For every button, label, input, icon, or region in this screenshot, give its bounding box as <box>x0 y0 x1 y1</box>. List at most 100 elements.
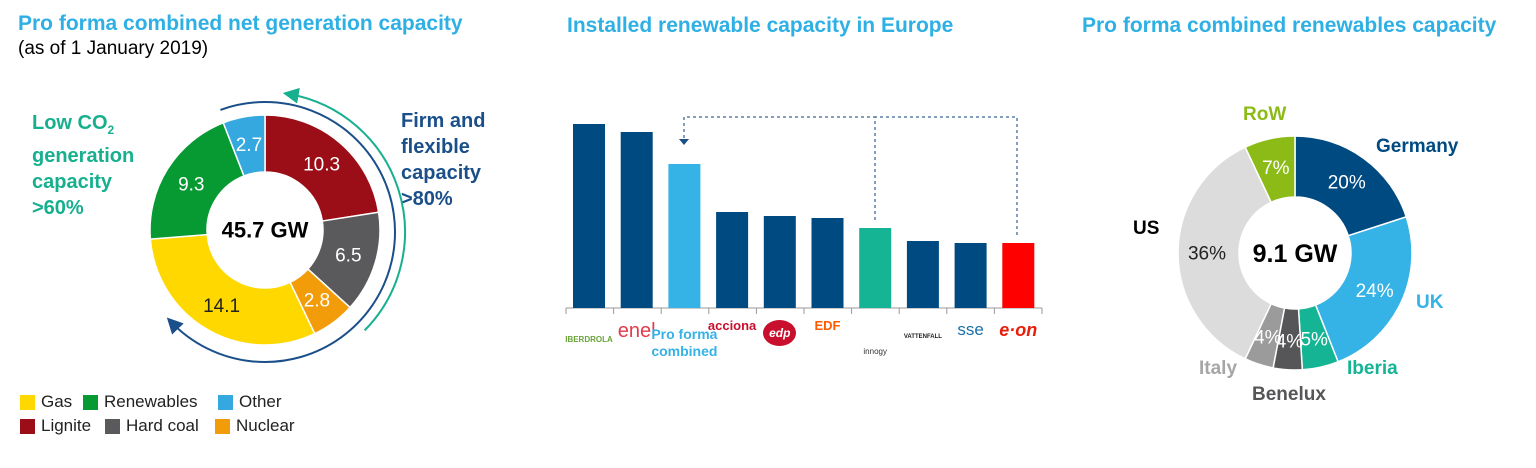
low-co2-line1: Low CO <box>32 112 108 134</box>
bar-sse <box>954 243 987 308</box>
slice-lignite <box>264 114 380 222</box>
renewable-bar-chart <box>565 116 1043 314</box>
firm-line4: >80% <box>401 188 453 210</box>
legend-item-nuclear: Nuclear <box>215 416 295 436</box>
bar-innogy <box>859 228 892 308</box>
slice-value-label: 2.8 <box>304 290 330 311</box>
company-name: sse <box>957 320 984 339</box>
bar-edp <box>763 216 796 308</box>
region-label-row: RoW <box>1243 104 1287 125</box>
slice-value-label: 20% <box>1328 172 1366 193</box>
low-co2-annotation: Low CO2 generation capacity >60% <box>32 110 134 221</box>
company-name: Pro forma combined <box>651 326 718 359</box>
legend-item-hard-coal: Hard coal <box>105 416 199 436</box>
region-label-germany: Germany <box>1376 136 1459 157</box>
bar-acciona <box>716 212 749 308</box>
middle-title: Installed renewable capacity in Europe <box>567 14 954 37</box>
capacity-arrows <box>166 87 406 363</box>
slice-gas <box>149 233 316 346</box>
capacity-arc-arrow <box>282 87 406 332</box>
slice-row <box>1244 135 1296 204</box>
slice-germany <box>1294 135 1408 237</box>
left-title: Pro forma combined net generation capaci… <box>18 12 463 35</box>
low-co2-line4: >60% <box>32 197 84 219</box>
renewables-donut: 20%24%5%4%4%36%7%9.1 GW <box>1177 135 1413 371</box>
slice-value-label: 5% <box>1300 330 1328 351</box>
legend-item-renewables: Renewables <box>83 392 198 412</box>
slice-value-label: 4% <box>1276 331 1304 352</box>
company-name: edp <box>763 320 797 346</box>
slice-value-label: 6.5 <box>335 246 361 267</box>
legend-label: Nuclear <box>236 416 295 435</box>
donut-center-label: 45.7 GW <box>222 218 309 243</box>
slice-uk <box>1314 215 1413 363</box>
generation-donut: 10.3 6.5 2.8 14.1 9.3 2.7 45.7 GW <box>149 114 381 346</box>
firm-line1: Firm and <box>401 110 486 132</box>
legend-item-lignite: Lignite <box>20 416 91 436</box>
company-name: enel <box>617 320 656 342</box>
right-title: Pro forma combined renewables capacity <box>1082 14 1497 37</box>
company-label-e-on: e·on <box>992 320 1044 341</box>
slice-value-label: 10.3 <box>303 155 340 176</box>
company-name: VATTENFALL <box>903 334 942 340</box>
legend-swatch <box>218 394 233 410</box>
company-label-edp: edp <box>754 320 806 346</box>
legend-label: Lignite <box>41 416 92 435</box>
company-name: innogy <box>863 347 887 356</box>
slice-value-label: 4% <box>1254 327 1282 348</box>
region-label-us: US <box>1133 218 1160 239</box>
bar-vattenfall <box>906 241 939 308</box>
firm-line3: capacity <box>401 162 482 184</box>
dashed-connector-innogy <box>683 116 876 220</box>
legend-label: Other <box>239 392 282 411</box>
low-co2-line2: generation <box>32 145 135 167</box>
bar-iberdrola <box>573 124 605 308</box>
low-co2-line3: capacity <box>32 171 113 193</box>
firm-line2: flexible <box>401 136 470 158</box>
slice-renewables <box>149 121 245 240</box>
legend-label: Gas <box>41 392 73 411</box>
legend-swatch <box>215 418 230 434</box>
slice-value-label: 24% <box>1356 281 1394 302</box>
legend-swatch <box>83 394 98 410</box>
region-label-iberia: Iberia <box>1347 358 1398 379</box>
legend-item-gas: Gas <box>20 392 72 412</box>
capacity-arc-arrow <box>166 101 396 363</box>
legend-swatch <box>20 394 35 410</box>
company-name: acciona <box>707 318 757 333</box>
company-label-vattenfall: VATTENFALL <box>897 326 949 341</box>
legend-label: Renewables <box>104 392 198 411</box>
slice-value-label: 9.3 <box>178 174 204 195</box>
company-name: EDF <box>814 318 841 333</box>
company-label-iberdrola: IBERDROLA <box>563 330 615 345</box>
bar-enel <box>620 132 653 308</box>
company-name: e·on <box>999 320 1038 340</box>
company-label-pro-forma-combined: Pro forma combined <box>649 326 719 360</box>
region-label-uk: UK <box>1416 292 1444 313</box>
company-name: IBERDROLA <box>565 335 613 344</box>
bar-edf <box>811 218 844 308</box>
slice-other <box>222 114 266 177</box>
dashed-connector-eon <box>875 116 1018 235</box>
bar-e-on <box>1002 243 1035 308</box>
region-label-benelux: Benelux <box>1252 384 1326 405</box>
legend-swatch <box>20 418 35 434</box>
region-label-italy: Italy <box>1199 358 1238 379</box>
company-label-innogy: innogy <box>849 342 901 357</box>
company-label-sse: sse <box>945 320 997 340</box>
company-label-edf: EDF <box>802 318 854 333</box>
bar-pro-forma-combined <box>668 164 701 308</box>
slice-value-label: 7% <box>1262 158 1290 179</box>
slice-value-label: 2.7 <box>236 135 262 156</box>
arrowhead-icon <box>679 139 689 145</box>
slice-value-label: 14.1 <box>203 296 240 317</box>
legend-swatch <box>105 418 120 434</box>
slice-value-label: 36% <box>1188 244 1226 265</box>
slice-us <box>1177 146 1273 360</box>
donut-center-label: 9.1 GW <box>1253 240 1338 268</box>
legend-item-other: Other <box>218 392 282 412</box>
company-label-enel: enel <box>611 320 663 343</box>
company-label-acciona: acciona <box>706 318 758 333</box>
